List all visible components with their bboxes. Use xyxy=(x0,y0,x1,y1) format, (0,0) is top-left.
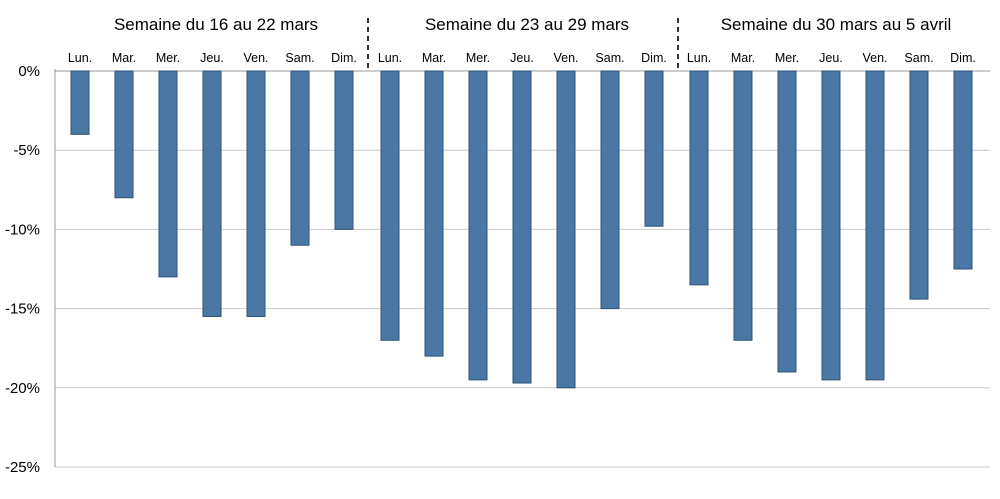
y-tick-label: -5% xyxy=(13,142,40,159)
y-tick-label: -10% xyxy=(5,221,40,238)
day-label: Jeu. xyxy=(510,51,534,65)
day-label: Mer. xyxy=(466,51,490,65)
day-label: Lun. xyxy=(378,51,402,65)
bar xyxy=(953,70,973,270)
day-label: Lun. xyxy=(68,51,92,65)
y-tick-label: -15% xyxy=(5,301,40,318)
week-title: Semaine du 23 au 29 mars xyxy=(425,15,629,34)
day-label: Sam. xyxy=(904,51,933,65)
day-label: Ven. xyxy=(243,51,268,65)
bar xyxy=(70,70,90,135)
day-label: Lun. xyxy=(687,51,711,65)
week-title: Semaine du 16 au 22 mars xyxy=(114,15,318,34)
day-labels: Lun. Mar. Mer. Jeu. Ven. Sam. Dim. Lun. Mar. Mer.… xyxy=(68,51,976,65)
day-label: Ven. xyxy=(862,51,887,65)
bar xyxy=(600,70,620,310)
bar xyxy=(644,70,664,227)
y-tick-label: -20% xyxy=(5,380,40,397)
bar xyxy=(114,70,134,199)
day-label: Mer. xyxy=(156,51,180,65)
bar xyxy=(733,70,753,341)
day-label: Mer. xyxy=(775,51,799,65)
bar xyxy=(865,70,885,381)
y-tick-labels: 0% -5% -10% -15% -20% -25% xyxy=(5,63,40,476)
day-label: Dim. xyxy=(331,51,357,65)
bar xyxy=(380,70,400,341)
bar xyxy=(334,70,354,230)
day-label: Jeu. xyxy=(200,51,224,65)
y-tick-label: -25% xyxy=(5,459,40,476)
bar xyxy=(246,70,266,318)
week-title: Semaine du 30 mars au 5 avril xyxy=(721,15,952,34)
week-titles: Semaine du 16 au 22 mars Semaine du 23 au… xyxy=(114,15,951,34)
bar xyxy=(424,70,444,357)
day-label: Dim. xyxy=(950,51,976,65)
bar xyxy=(821,70,841,381)
y-tick-label: 0% xyxy=(18,63,40,80)
bar xyxy=(290,70,310,246)
bar xyxy=(777,70,797,373)
bar xyxy=(512,70,532,384)
bar xyxy=(158,70,178,278)
bar xyxy=(556,70,576,389)
day-label: Mar. xyxy=(731,51,755,65)
day-label: Mar. xyxy=(112,51,136,65)
bar xyxy=(689,70,709,286)
bar xyxy=(202,70,222,318)
day-label: Mar. xyxy=(422,51,446,65)
day-label: Jeu. xyxy=(819,51,843,65)
bars xyxy=(70,70,973,389)
day-label: Dim. xyxy=(641,51,667,65)
day-label: Sam. xyxy=(595,51,624,65)
day-label: Sam. xyxy=(285,51,314,65)
day-label: Ven. xyxy=(553,51,578,65)
bar xyxy=(468,70,488,381)
bar xyxy=(909,70,929,300)
